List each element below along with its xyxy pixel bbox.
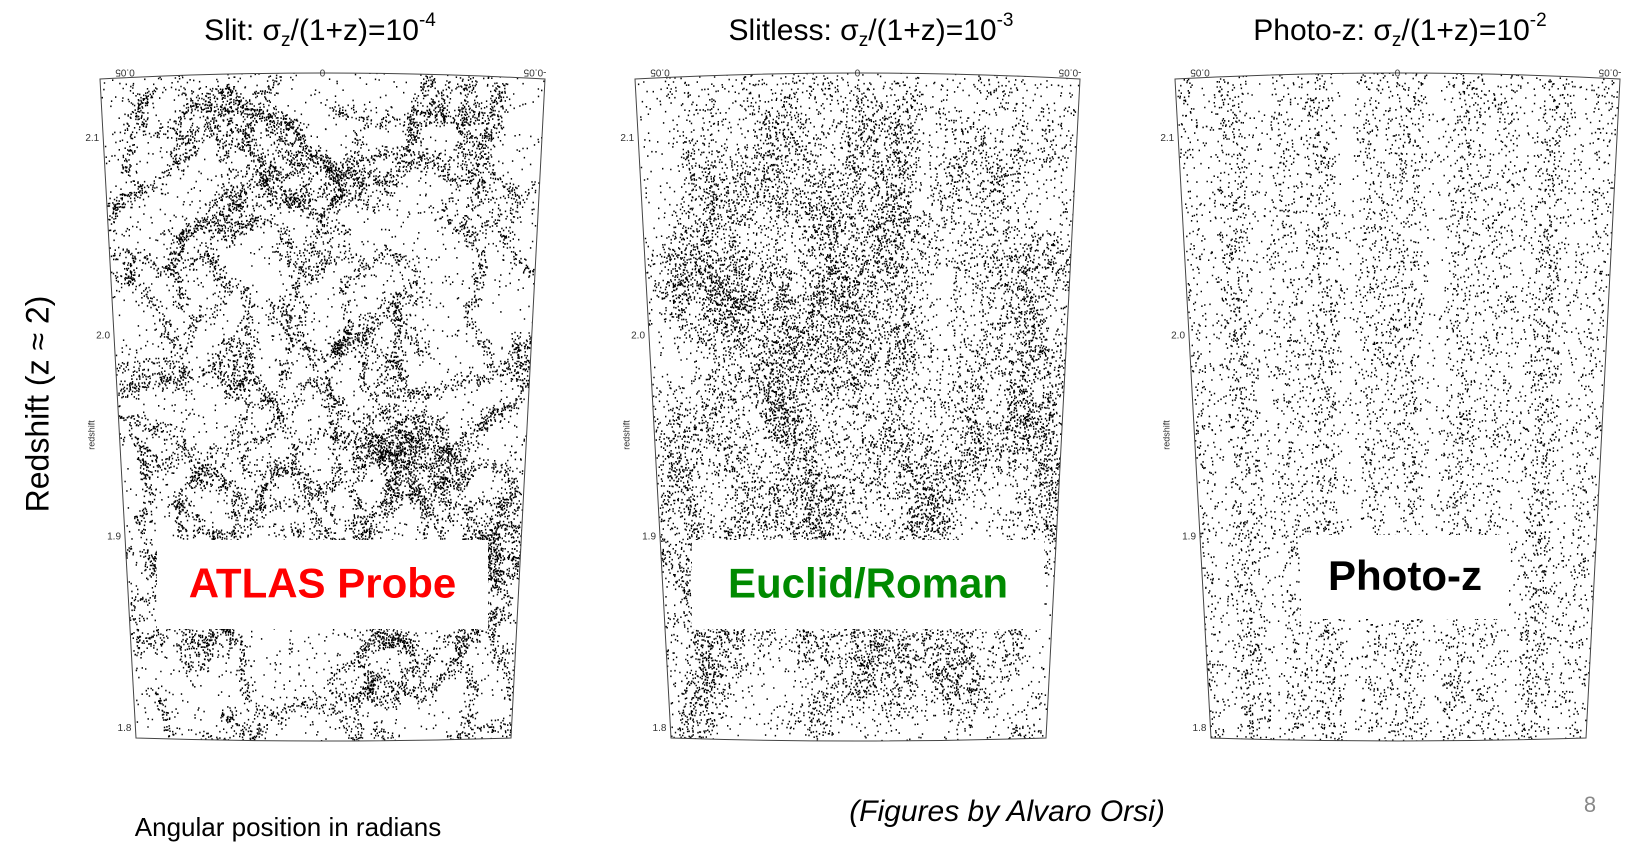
y-tick-label: 1.8 [653,723,667,734]
title-part: /(1+z)=10 [1401,14,1529,47]
credit: (Figures by Alvaro Orsi) [849,795,1165,828]
y-tick-label: 1.9 [1182,532,1196,543]
slide: Redshift (z ≈ 2) Angular position in rad… [0,0,1645,846]
y-tick-label: 2.0 [631,331,645,342]
x-tick-label: 0 [1394,66,1400,77]
y-tick-label: 2.1 [1160,133,1174,144]
x-tick-label: 0.05 [115,66,135,77]
x-tick-label: 0.05 [650,66,670,77]
axis-label: redshift [1161,420,1171,450]
panel-title: Photo-z: σz/(1+z)=10-2 [1253,10,1546,51]
galaxy-scatter [102,71,546,746]
wedge-outline [100,73,545,741]
title-part: /(1+z)=10 [291,14,419,47]
title-part: -2 [1530,10,1547,31]
title-part: Photo-z: σ [1253,14,1392,47]
x-tick-label: -0.05 [1058,66,1081,77]
x-tick-label: -0.05 [1598,66,1621,77]
panel-label: ATLAS Probe [189,560,457,607]
x-tick-label: 0 [854,66,860,77]
axis-label: redshift [86,420,96,450]
x-tick-label: -0.05 [523,66,546,77]
y-tick-label: 1.9 [107,532,121,543]
x-tick-label: 0 [319,66,325,77]
axis-label: redshift [621,420,631,450]
y-tick-label: 2.1 [85,133,99,144]
y-tick-label: 1.9 [642,532,656,543]
slide-canvas: Redshift (z ≈ 2) Angular position in rad… [0,0,1645,846]
y-axis-label: Redshift (z ≈ 2) [19,296,55,513]
galaxy-scatter [1176,71,1619,746]
title-part: -3 [997,10,1014,31]
title-part: Slit: σ [204,14,281,47]
panel-label: Euclid/Roman [728,560,1008,607]
title-part: /(1+z)=10 [868,14,996,47]
panel-label: Photo-z [1328,552,1482,599]
title-part: z [1392,30,1402,51]
panel-title: Slit: σz/(1+z)=10-4 [204,10,436,51]
y-tick-label: 1.8 [1193,723,1207,734]
title-part: -4 [419,10,436,31]
y-tick-label: 1.8 [118,723,132,734]
title-part: Slitless: σ [728,14,859,47]
panel-title: Slitless: σz/(1+z)=10-3 [728,10,1013,51]
galaxy-scatter [638,71,1079,746]
y-tick-label: 2.1 [620,133,634,144]
y-tick-label: 2.0 [1171,331,1185,342]
page-number: 8 [1584,792,1596,817]
title-part: z [859,30,869,51]
y-tick-label: 2.0 [96,331,110,342]
title-part: z [281,30,291,51]
x-axis-label: Angular position in radians [135,812,441,842]
x-tick-label: 0.05 [1190,66,1210,77]
